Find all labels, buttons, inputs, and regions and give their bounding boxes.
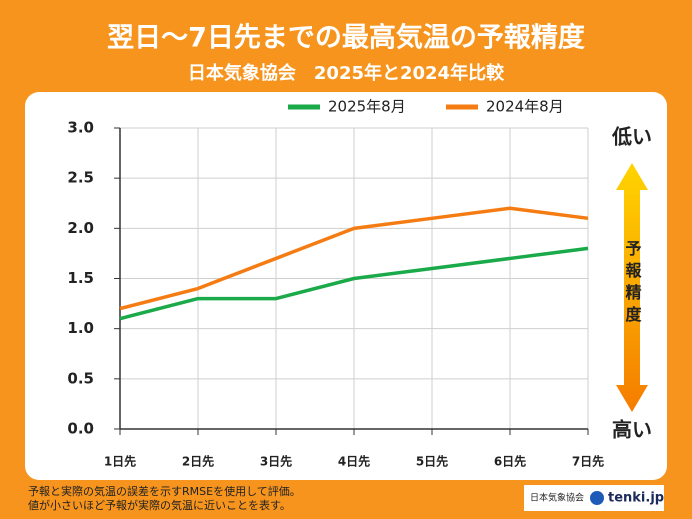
x-tick-label: 3日先 <box>260 454 292 469</box>
series-line <box>119 246 589 321</box>
source: tenki.jp <box>608 491 664 506</box>
annotation-axis: 予報精度 <box>623 240 642 328</box>
y-tick-label: 2.5 <box>67 169 94 187</box>
legend-label: 2024年8月 <box>486 98 564 116</box>
annotation-top: 低い <box>611 125 652 149</box>
x-tick-label: 5日先 <box>416 454 448 469</box>
y-tick-label: 1.5 <box>67 269 94 287</box>
arrow <box>616 163 648 412</box>
x-tick-label: 7日先 <box>572 454 604 469</box>
series-line <box>119 206 589 311</box>
y-tick-label: 3.0 <box>67 119 94 137</box>
y-tick-label: 1.0 <box>67 319 94 337</box>
legend-label: 2025年8月 <box>328 98 406 116</box>
source: 日本気象協会 <box>530 492 584 504</box>
note: 値が小さいほど予報が実際の気温に近いことを表す。 <box>28 498 291 512</box>
annotation-bottom: 高い <box>612 418 652 442</box>
y-tick-label: 0.0 <box>67 420 94 438</box>
panel <box>25 92 667 480</box>
logo-icon <box>590 491 604 505</box>
chart-title: 翌日〜7日先までの最高気温の予報精度 <box>107 22 585 54</box>
y-tick-label: 0.5 <box>67 369 94 387</box>
y-tick-label: 2.0 <box>67 219 94 237</box>
x-tick-label: 1日先 <box>104 454 136 469</box>
chart-subtitle: 日本気象協会 2025年と2024年比較 <box>188 62 505 84</box>
x-tick-label: 2日先 <box>182 454 214 469</box>
x-tick-label: 4日先 <box>338 454 370 469</box>
x-tick-label: 6日先 <box>494 454 526 469</box>
note: 予報と実際の気温の誤差を示すRMSEを使用して評価。 <box>28 484 301 498</box>
